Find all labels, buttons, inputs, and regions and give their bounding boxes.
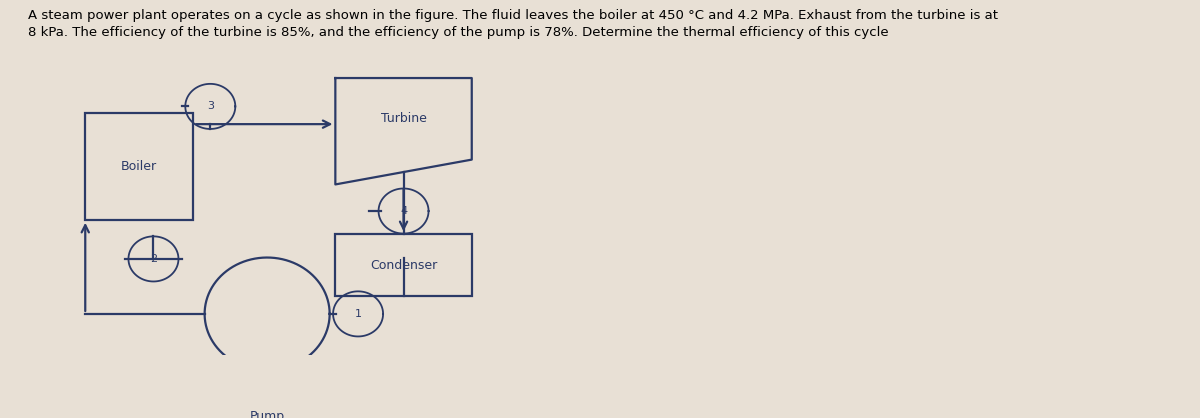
Text: 1: 1	[354, 309, 361, 319]
Text: 2: 2	[150, 254, 157, 264]
Text: Boiler: Boiler	[121, 160, 157, 173]
Text: 3: 3	[206, 102, 214, 112]
Text: 4: 4	[400, 206, 407, 216]
Text: Turbine: Turbine	[380, 112, 426, 125]
Bar	[233, 370, 301, 401]
Bar	[85, 114, 193, 220]
Text: Pump: Pump	[250, 410, 284, 418]
Text: A steam power plant operates on a cycle as shown in the figure. The fluid leaves: A steam power plant operates on a cycle …	[29, 9, 998, 39]
Bar	[335, 234, 472, 296]
Text: Condenser: Condenser	[370, 259, 437, 272]
